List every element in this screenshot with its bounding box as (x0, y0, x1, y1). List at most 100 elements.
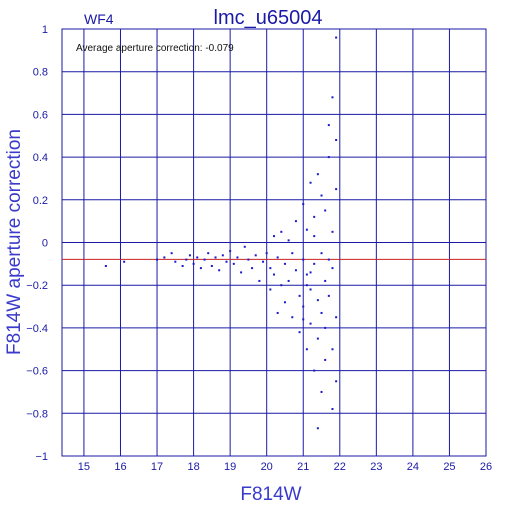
data-point (273, 273, 275, 276)
x-tick-label: 19 (224, 461, 236, 473)
data-point (188, 254, 191, 257)
y-tick-label: −0.6 (26, 366, 48, 378)
x-tick-label: 18 (187, 461, 199, 473)
data-point (320, 390, 323, 393)
data-point (298, 294, 301, 297)
data-point (276, 256, 279, 259)
data-point (243, 245, 246, 248)
data-point (221, 254, 224, 257)
data-point (181, 264, 184, 267)
x-axis-title: F814W (240, 484, 301, 505)
data-point (291, 316, 294, 319)
data-point (229, 250, 232, 253)
data-point (313, 262, 316, 265)
data-point (309, 322, 312, 325)
data-point (335, 139, 338, 142)
annotation-average-correction: Average aperture correction: -0.079 (76, 43, 234, 54)
data-point (324, 209, 327, 212)
chart-subtitle: WF4 (84, 11, 114, 27)
data-point (305, 228, 308, 231)
x-tick-label: 16 (114, 461, 126, 473)
data-point (283, 262, 286, 265)
data-point (324, 279, 327, 282)
data-point (170, 252, 173, 255)
data-point (174, 260, 177, 263)
data-point (273, 235, 275, 238)
data-point (163, 256, 166, 259)
y-tick-label: 0 (42, 238, 48, 250)
data-point (185, 258, 188, 261)
data-point (335, 188, 338, 191)
x-tick-labels: 15 16 17 18 19 20 21 22 23 24 25 26 (78, 461, 492, 473)
data-point (254, 254, 257, 257)
y-tick-label: 0.4 (33, 152, 48, 164)
data-point (320, 194, 323, 197)
y-tick-label: 0.2 (33, 195, 48, 207)
data-point (294, 269, 297, 272)
data-point (305, 348, 308, 351)
data-point (302, 258, 305, 261)
x-tick-label: 17 (151, 461, 163, 473)
data-point (335, 36, 338, 39)
data-point (331, 348, 334, 351)
x-tick-label: 22 (334, 461, 346, 473)
data-point (302, 318, 305, 321)
x-tick-label: 26 (480, 461, 492, 473)
data-point (324, 326, 327, 329)
x-tick-label: 20 (261, 461, 273, 473)
data-point (251, 267, 254, 270)
data-point (218, 269, 221, 272)
data-point (302, 203, 305, 206)
data-point (203, 258, 206, 261)
data-point (335, 380, 338, 383)
x-tick-label: 21 (297, 461, 309, 473)
data-point (331, 230, 334, 233)
data-point (327, 294, 330, 297)
y-tick-label: 0.6 (33, 109, 48, 121)
data-point (262, 260, 265, 263)
data-point (331, 267, 334, 270)
chart-title: lmc_u65004 (214, 7, 323, 29)
data-point (316, 427, 319, 430)
x-tick-label: 25 (443, 461, 455, 473)
data-point (232, 262, 235, 265)
data-point (225, 260, 228, 263)
y-tick-label: −0.2 (26, 280, 48, 292)
data-point (313, 235, 316, 238)
data-point (265, 252, 268, 255)
data-point (123, 260, 126, 263)
data-point (269, 288, 272, 291)
data-point (294, 220, 297, 223)
y-tick-label: −1 (35, 451, 48, 463)
reference-lines (62, 242, 486, 260)
data-point (316, 337, 319, 340)
data-point (287, 279, 290, 282)
data-point (327, 156, 330, 159)
data-point (247, 258, 250, 261)
data-point (280, 230, 283, 233)
data-point (240, 271, 243, 274)
data-point (331, 408, 334, 411)
data-point (214, 256, 217, 259)
data-point (291, 252, 294, 255)
y-tick-label: −0.8 (26, 408, 48, 420)
data-point (280, 284, 283, 287)
y-tick-labels: −1 −0.8 −0.6 −0.4 −0.2 0 0.2 0.4 0.6 0.8 1 (26, 24, 48, 463)
data-point (316, 173, 319, 176)
x-tick-label: 15 (78, 461, 90, 473)
data-point (104, 264, 107, 267)
data-point (327, 258, 330, 261)
data-point (309, 288, 312, 291)
data-point (320, 252, 323, 255)
data-point (199, 267, 202, 270)
data-point (335, 316, 338, 319)
data-point (309, 181, 312, 184)
data-point (305, 284, 308, 287)
data-point (320, 311, 323, 314)
data-point (276, 311, 279, 314)
data-point (236, 256, 239, 259)
data-point (313, 369, 316, 372)
data-point (210, 264, 213, 267)
data-point (305, 273, 308, 276)
